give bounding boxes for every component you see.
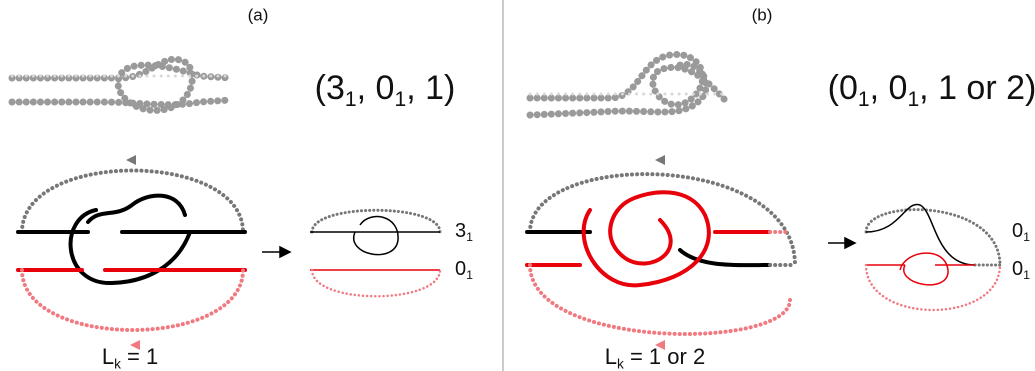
- subscript: 1: [345, 88, 357, 111]
- text-part: 0: [1012, 220, 1023, 242]
- text-part: L: [102, 344, 114, 369]
- chain-photo-b: [530, 54, 725, 115]
- text-part: , 0: [870, 69, 908, 107]
- text-part: , 1 or 2): [919, 69, 1035, 107]
- text-part: = 1 or 2: [624, 344, 705, 369]
- text-part: , 0: [357, 69, 395, 107]
- knot-label: 31: [455, 220, 473, 244]
- text-part: (3: [315, 69, 345, 107]
- subscript: 1: [466, 230, 473, 244]
- text-part: 3: [455, 220, 466, 242]
- linking-number: Lk = 1: [102, 344, 158, 371]
- text-part: , 1): [406, 69, 455, 107]
- knot-tuple: (01, 01, 1 or 2): [828, 69, 1035, 111]
- panel-label: (a): [248, 5, 269, 24]
- text-part: = 1: [121, 344, 158, 369]
- knot-diagram-b: [527, 155, 1000, 350]
- subscript: 1: [907, 88, 919, 111]
- knot-label: 01: [1012, 220, 1030, 244]
- knot-label: 01: [1012, 258, 1030, 282]
- text-part: (0: [828, 69, 858, 107]
- knot-tuple: (31, 01, 1): [315, 69, 456, 111]
- text-part: 0: [1012, 258, 1023, 280]
- text-part: 0: [455, 258, 466, 280]
- subscript: 1: [466, 268, 473, 282]
- figure: (a)(31, 01, 1)3101Lk = 1(b)(01, 01, 1 or…: [0, 0, 1035, 371]
- linking-number: Lk = 1 or 2: [605, 344, 705, 371]
- knot-diagram-a: [18, 155, 440, 350]
- text-part: L: [605, 344, 617, 369]
- chain-photo-a: [12, 59, 230, 110]
- knot-label: 01: [455, 258, 473, 282]
- panel-label: (b): [752, 5, 773, 24]
- subscript: 1: [1023, 230, 1030, 244]
- subscript: 1: [858, 88, 870, 111]
- subscript: 1: [394, 88, 406, 111]
- subscript: 1: [1023, 268, 1030, 282]
